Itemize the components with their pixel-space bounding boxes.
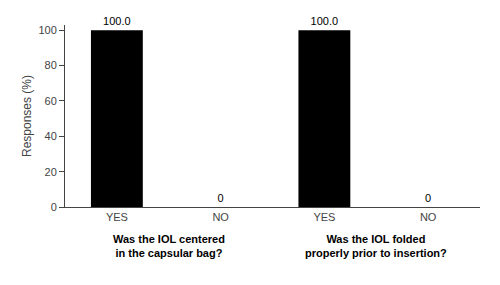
svg-text:40: 40: [45, 130, 57, 142]
svg-text:100.0: 100.0: [103, 15, 131, 27]
svg-text:0: 0: [425, 192, 431, 204]
svg-text:Was the IOL foldedproperly pri: Was the IOL foldedproperly prior to inse…: [305, 233, 447, 259]
svg-text:NO: NO: [420, 211, 437, 223]
svg-text:Responses (%): Responses (%): [20, 75, 34, 157]
svg-text:100: 100: [38, 24, 56, 36]
svg-text:0: 0: [51, 201, 57, 213]
svg-text:Was the IOL centeredin the cap: Was the IOL centeredin the capsular bag?: [113, 233, 225, 259]
svg-text:0: 0: [218, 192, 224, 204]
svg-text:YES: YES: [106, 211, 128, 223]
svg-text:20: 20: [45, 166, 57, 178]
svg-text:NO: NO: [212, 211, 229, 223]
svg-text:80: 80: [45, 59, 57, 71]
svg-text:60: 60: [45, 95, 57, 107]
svg-text:100.0: 100.0: [311, 15, 339, 27]
svg-text:YES: YES: [313, 211, 335, 223]
